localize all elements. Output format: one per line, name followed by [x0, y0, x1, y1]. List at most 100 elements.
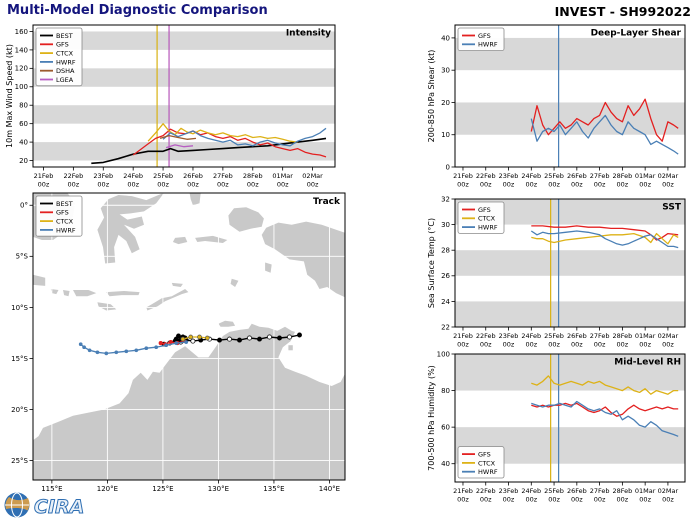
svg-text:00z: 00z — [548, 181, 560, 189]
svg-text:22Feb: 22Feb — [476, 172, 496, 180]
svg-text:01Mar: 01Mar — [635, 332, 656, 340]
track-point — [78, 342, 83, 347]
track-point — [104, 351, 109, 356]
svg-text:40: 40 — [19, 139, 28, 147]
svg-text:00z: 00z — [662, 341, 674, 349]
landmass — [230, 278, 239, 287]
svg-text:24Feb: 24Feb — [123, 172, 143, 180]
svg-text:10°S: 10°S — [11, 304, 28, 312]
svg-text:135°E: 135°E — [263, 485, 284, 493]
landmass — [50, 289, 59, 295]
svg-text:10: 10 — [441, 131, 450, 139]
svg-text:HWRF: HWRF — [478, 224, 498, 232]
landmass — [288, 345, 293, 351]
svg-text:GFS: GFS — [478, 451, 491, 459]
svg-text:21Feb: 21Feb — [453, 487, 473, 495]
shaded-band — [455, 250, 685, 276]
track-point — [164, 343, 169, 348]
track-point — [188, 334, 194, 340]
svg-text:23Feb: 23Feb — [499, 487, 519, 495]
svg-text:Mid-Level RH: Mid-Level RH — [614, 358, 681, 368]
svg-text:21Feb: 21Feb — [453, 172, 473, 180]
svg-text:26Feb: 26Feb — [567, 332, 587, 340]
svg-text:00z: 00z — [617, 341, 629, 349]
series-dsha — [159, 134, 197, 140]
landmass — [33, 274, 46, 286]
svg-text:10m Max Wind Speed (kt): 10m Max Wind Speed (kt) — [5, 44, 14, 148]
series-hwrf — [162, 127, 327, 147]
svg-text:CTCX: CTCX — [478, 215, 496, 223]
svg-text:HWRF: HWRF — [56, 58, 76, 66]
svg-text:5°S: 5°S — [16, 253, 29, 261]
svg-text:02Mar: 02Mar — [658, 487, 679, 495]
series-gfs — [132, 128, 327, 158]
track-point — [124, 349, 129, 354]
svg-text:01Mar: 01Mar — [635, 172, 656, 180]
svg-text:26Feb: 26Feb — [183, 172, 203, 180]
svg-text:00z: 00z — [594, 181, 606, 189]
svg-text:0°: 0° — [20, 202, 28, 210]
series-hwrf — [530, 114, 679, 155]
svg-text:00z: 00z — [525, 341, 537, 349]
svg-text:00z: 00z — [307, 181, 319, 189]
svg-text:25Feb: 25Feb — [544, 332, 564, 340]
svg-text:00z: 00z — [457, 496, 469, 504]
svg-text:00z: 00z — [480, 341, 492, 349]
svg-text:Deep-Layer Shear: Deep-Layer Shear — [591, 29, 682, 39]
logo-text: CIRA — [34, 496, 84, 518]
svg-text:HWRF: HWRF — [478, 41, 498, 49]
svg-text:20: 20 — [19, 157, 28, 165]
track-point — [174, 341, 179, 345]
panel-shear: 01020304021Feb00z22Feb00z23Feb00z24Feb00… — [427, 24, 686, 189]
svg-text:01Mar: 01Mar — [272, 172, 293, 180]
storm-id: INVEST - SH992022 — [554, 4, 691, 19]
svg-text:HWRF: HWRF — [56, 226, 76, 234]
svg-text:80: 80 — [441, 387, 450, 395]
svg-text:00z: 00z — [457, 341, 469, 349]
landmass — [228, 207, 264, 232]
svg-text:21Feb: 21Feb — [34, 172, 54, 180]
track-point — [217, 337, 222, 343]
svg-text:00z: 00z — [457, 181, 469, 189]
svg-text:00z: 00z — [503, 341, 515, 349]
svg-text:00z: 00z — [639, 496, 651, 504]
track-point — [95, 350, 100, 355]
track-point — [257, 336, 262, 342]
landmass — [195, 235, 228, 243]
landmass — [73, 290, 97, 297]
landmass — [261, 221, 345, 298]
track-point — [114, 350, 119, 355]
svg-text:00z: 00z — [525, 181, 537, 189]
track-point — [134, 348, 139, 353]
landmass — [218, 320, 236, 327]
svg-text:140: 140 — [15, 46, 28, 54]
svg-text:00z: 00z — [68, 181, 80, 189]
svg-text:00z: 00z — [127, 181, 139, 189]
svg-text:27Feb: 27Feb — [213, 172, 233, 180]
svg-text:02Mar: 02Mar — [658, 172, 679, 180]
svg-text:28Feb: 28Feb — [612, 172, 632, 180]
svg-text:25Feb: 25Feb — [544, 172, 564, 180]
svg-text:22Feb: 22Feb — [63, 172, 83, 180]
series-best — [91, 137, 327, 165]
svg-text:00z: 00z — [639, 341, 651, 349]
panel-sst: 22242628303221Feb00z22Feb00z23Feb00z24Fe… — [427, 195, 686, 349]
svg-text:24Feb: 24Feb — [521, 487, 541, 495]
track-point — [87, 348, 92, 353]
svg-text:28Feb: 28Feb — [612, 332, 632, 340]
svg-text:00z: 00z — [525, 496, 537, 504]
series-lgea — [165, 144, 194, 149]
svg-text:125°E: 125°E — [152, 485, 173, 493]
svg-text:00z: 00z — [187, 181, 199, 189]
shaded-band — [33, 105, 335, 124]
svg-text:24Feb: 24Feb — [521, 332, 541, 340]
track-point — [168, 340, 173, 345]
svg-text:30: 30 — [441, 67, 450, 75]
svg-text:20°S: 20°S — [11, 406, 28, 414]
svg-text:00z: 00z — [571, 341, 583, 349]
track-ctcx — [182, 336, 208, 340]
svg-text:25°S: 25°S — [11, 457, 28, 465]
svg-text:00z: 00z — [38, 181, 50, 189]
svg-text:00z: 00z — [594, 341, 606, 349]
